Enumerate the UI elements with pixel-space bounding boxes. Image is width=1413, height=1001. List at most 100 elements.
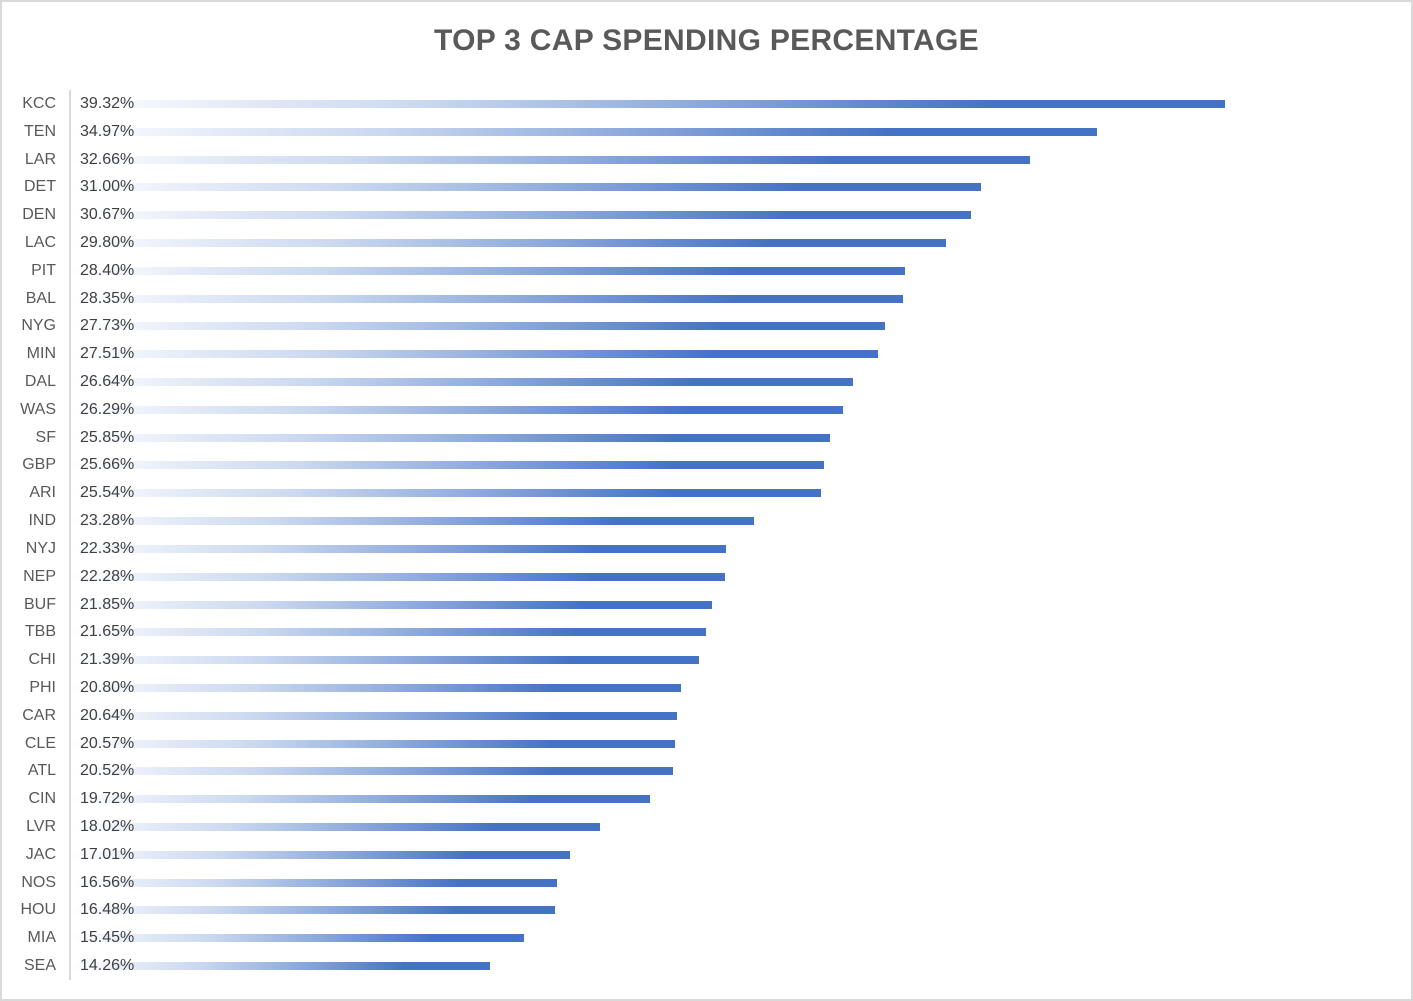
bar: [71, 572, 725, 581]
value-label: 25.54%: [80, 484, 135, 502]
bar: [71, 517, 754, 526]
bar: [71, 266, 905, 275]
chart-row: PIT 28.40%: [2, 257, 1411, 285]
chart-row: DAL 26.64%: [2, 368, 1411, 396]
chart-row: NEP 22.28%: [2, 563, 1411, 591]
value-label: 20.64%: [80, 706, 135, 724]
chart-title: TOP 3 CAP SPENDING PERCENTAGE: [434, 24, 979, 57]
chart-row: LAR 32.66%: [2, 146, 1411, 174]
chart-row: SF 25.85%: [2, 424, 1411, 452]
category-label: SEA: [23, 957, 56, 975]
category-label: BUF: [24, 595, 56, 613]
category-label: LAC: [24, 233, 56, 251]
bar: [71, 739, 675, 748]
y-axis-line: [69, 90, 71, 980]
bar: [71, 962, 490, 971]
bar: [71, 183, 981, 192]
category-label: KCC: [22, 94, 56, 112]
bar: [71, 600, 712, 609]
category-label: NEP: [23, 567, 56, 585]
value-label: 30.67%: [80, 206, 135, 224]
chart-row: SEA 14.26%: [2, 952, 1411, 980]
category-label: LVR: [26, 818, 56, 836]
chart-row: LVR 18.02%: [2, 813, 1411, 841]
chart-row: NYJ 22.33%: [2, 535, 1411, 563]
bar: [71, 350, 878, 359]
chart-row: ATL 20.52%: [2, 758, 1411, 786]
category-label: SF: [35, 428, 56, 446]
category-label: MIA: [27, 929, 56, 947]
chart-row: NYG 27.73%: [2, 313, 1411, 341]
category-label: WAS: [20, 400, 56, 418]
category-label: PHI: [29, 678, 56, 696]
category-label: JAC: [25, 845, 56, 863]
category-label: IND: [28, 512, 56, 530]
value-label: 22.33%: [80, 539, 135, 557]
value-label: 28.40%: [80, 261, 135, 279]
category-label: BAL: [25, 289, 56, 307]
chart-row: TEN 34.97%: [2, 118, 1411, 146]
value-label: 26.64%: [80, 373, 135, 391]
chart-row: WAS 26.29%: [2, 396, 1411, 424]
bar: [71, 433, 830, 442]
chart-row: BAL 28.35%: [2, 285, 1411, 313]
chart-row: MIN 27.51%: [2, 340, 1411, 368]
value-label: 20.57%: [80, 734, 135, 752]
bar: [71, 238, 946, 247]
bar: [71, 850, 570, 859]
category-label: NYJ: [25, 539, 56, 557]
bar: [71, 127, 1097, 136]
category-label: DET: [24, 178, 56, 196]
bar: [71, 489, 821, 498]
bar: [71, 628, 706, 637]
bar: [71, 461, 824, 470]
bar: [71, 878, 557, 887]
value-label: 20.52%: [80, 762, 135, 780]
value-label: 16.56%: [80, 873, 135, 891]
value-label: 29.80%: [80, 233, 135, 251]
value-label: 27.51%: [80, 345, 135, 363]
bar: [71, 795, 650, 804]
bar: [71, 656, 699, 665]
value-label: 27.73%: [80, 317, 135, 335]
value-label: 32.66%: [80, 150, 135, 168]
bar: [71, 906, 555, 915]
value-label: 26.29%: [80, 400, 135, 418]
chart-row: DEN 30.67%: [2, 201, 1411, 229]
chart-row: ARI 25.54%: [2, 479, 1411, 507]
chart-row: BUF 21.85%: [2, 591, 1411, 619]
category-label: CAR: [22, 706, 56, 724]
bar: [71, 823, 600, 832]
value-label: 34.97%: [80, 122, 135, 140]
chart-row: MIA 15.45%: [2, 924, 1411, 952]
chart-row: CIN 19.72%: [2, 785, 1411, 813]
value-label: 22.28%: [80, 567, 135, 585]
category-label: GBP: [22, 456, 56, 474]
chart-row: CLE 20.57%: [2, 730, 1411, 758]
chart-row: LAC 29.80%: [2, 229, 1411, 257]
category-label: CIN: [28, 790, 56, 808]
bar: [71, 405, 843, 414]
value-label: 21.39%: [80, 651, 135, 669]
value-label: 21.85%: [80, 595, 135, 613]
chart-row: IND 23.28%: [2, 507, 1411, 535]
chart-row: PHI 20.80%: [2, 674, 1411, 702]
category-label: PIT: [31, 261, 56, 279]
value-label: 19.72%: [80, 790, 135, 808]
category-label: DAL: [24, 373, 56, 391]
category-label: ATL: [27, 762, 56, 780]
category-label: HOU: [20, 901, 56, 919]
category-label: ARI: [29, 484, 56, 502]
category-label: DEN: [22, 206, 56, 224]
value-label: 17.01%: [80, 845, 135, 863]
category-label: TBB: [24, 623, 56, 641]
category-label: CLE: [24, 734, 56, 752]
chart-row: CAR 20.64%: [2, 702, 1411, 730]
value-label: 23.28%: [80, 512, 135, 530]
bar: [71, 767, 673, 776]
value-label: 16.48%: [80, 901, 135, 919]
chart-row: HOU 16.48%: [2, 897, 1411, 925]
value-label: 21.65%: [80, 623, 135, 641]
value-label: 25.66%: [80, 456, 135, 474]
